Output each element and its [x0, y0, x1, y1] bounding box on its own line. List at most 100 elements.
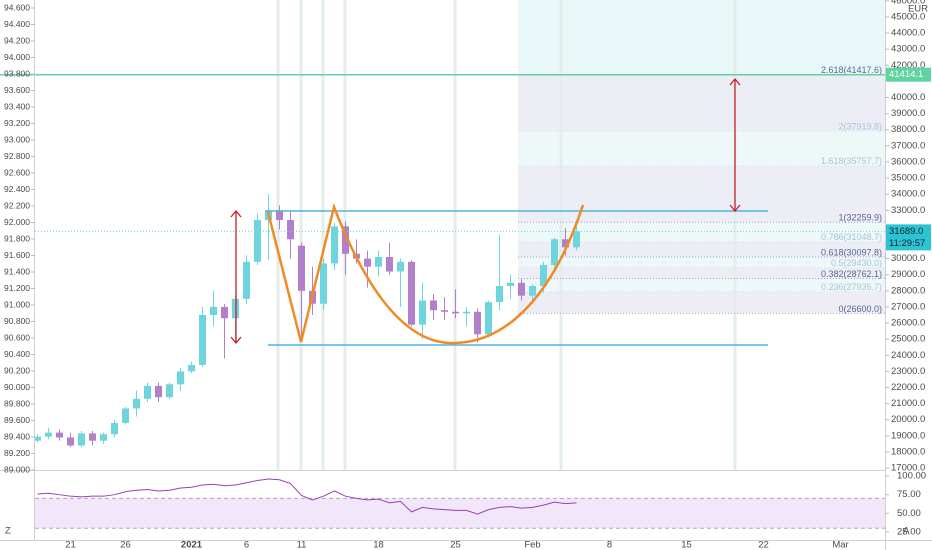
candle-body	[177, 371, 184, 385]
rsi-line	[37, 478, 577, 515]
y2-tick-label: 94.000	[4, 52, 30, 62]
candle-body	[254, 219, 261, 262]
fib-label: 0.786(31048.7)	[821, 232, 882, 242]
fib-label: 1.618(35757.7)	[821, 156, 882, 166]
fib-label: 2(37919.8)	[838, 121, 882, 131]
candle-body	[485, 302, 492, 335]
candle-body	[45, 432, 52, 437]
y-tick-label: 21000.0	[891, 398, 925, 409]
candle-body	[375, 256, 382, 267]
y-tick-label: 38000.0	[891, 124, 925, 135]
candle-body	[78, 433, 85, 446]
y-tick-label: 39000.0	[891, 108, 925, 119]
x-tick-label: 22	[758, 540, 769, 550]
fib-label: 0.618(30097.8)	[821, 247, 882, 257]
corner-label: Z	[5, 526, 11, 537]
y-tick-label: 29000.0	[891, 269, 925, 280]
arrow-left	[230, 209, 242, 345]
candle-body	[122, 408, 129, 423]
x-tick-label: 11	[297, 540, 307, 550]
rsi-pane	[35, 478, 885, 529]
candle-body	[276, 210, 283, 220]
y2-tick-label: 92.200	[4, 200, 30, 210]
candle-body	[331, 226, 338, 264]
y-tick-label: 33000.0	[891, 205, 925, 216]
y-tick-label: 27000.0	[891, 301, 925, 312]
fib-label: 0.236(27935.7)	[821, 282, 882, 292]
fib-label: 2.618(41417.6)	[821, 65, 882, 75]
y2-tick-label: 89.800	[4, 398, 30, 408]
y2-tick-label: 92.000	[4, 217, 30, 227]
y2-tick-label: 90.400	[4, 349, 30, 359]
candle-body	[56, 432, 63, 438]
candle-body	[188, 364, 195, 372]
candle-body	[34, 436, 41, 441]
cup-handle	[266, 202, 585, 345]
y-tick-label: 17000.0	[891, 463, 925, 474]
y2-tick-label: 93.400	[4, 101, 30, 111]
rsi-band	[35, 498, 885, 529]
candle-body	[474, 311, 481, 335]
fib-label: 0.382(28762.1)	[821, 269, 882, 279]
y-tick-label: 46000.0	[891, 0, 925, 6]
x-tick-label: Mar	[832, 540, 848, 550]
y2-tick-label: 89.200	[4, 448, 30, 458]
candle-body	[419, 300, 426, 325]
candle-body	[221, 306, 228, 319]
y-tick-label: 20000.0	[891, 414, 925, 425]
fib-zone	[518, 267, 885, 279]
corner-label: A	[903, 526, 910, 537]
price-pane: 2.618(41417.6) 2(37919.8) 1.618(35757.7) 1(…	[0, 65, 885, 448]
y-tick-label: 26000.0	[891, 318, 925, 329]
candle-body	[364, 258, 371, 267]
fib-zone	[518, 0, 885, 75]
x-tick-label: 18	[373, 540, 384, 550]
fib-zone	[518, 222, 885, 242]
y2-tick-label: 90.800	[4, 316, 30, 326]
x-tick-label: 21	[65, 540, 76, 550]
candle-body	[298, 245, 305, 291]
y2-tick-label: 93.000	[4, 134, 30, 144]
candle-body	[551, 239, 558, 266]
candle-body	[100, 434, 107, 441]
y-tick-label: 22000.0	[891, 382, 925, 393]
currency: EUR	[908, 4, 928, 15]
candle-body	[562, 239, 569, 248]
rsi-tick-label: 50.00	[897, 508, 921, 519]
drawing-verticals	[276, 0, 737, 470]
candle-body	[540, 265, 547, 286]
drawings	[230, 77, 768, 346]
x-tick-label: 26	[120, 540, 131, 550]
y-tick-label: 25000.0	[891, 334, 925, 345]
y2-tick-label: 92.800	[4, 151, 30, 161]
arrow-right	[729, 77, 741, 213]
candle-body	[133, 398, 140, 409]
candle-body	[210, 306, 217, 315]
x-tick-label: 8	[607, 540, 612, 550]
y-tick-label: 36000.0	[891, 156, 925, 167]
y-tick-label: 42000.0	[891, 60, 925, 71]
y-tick-label: 44000.0	[891, 28, 925, 39]
fib-zones	[518, 0, 885, 314]
candle-body	[463, 311, 470, 314]
y2-tick-label: 90.000	[4, 382, 30, 392]
countdown: 11:29:57	[889, 238, 925, 249]
fib-zone	[518, 241, 885, 258]
y2-tick-label: 92.600	[4, 167, 30, 177]
fib-label: 1(32259.9)	[838, 213, 882, 223]
y2-tick-label: 89.600	[4, 415, 30, 425]
y-tick-label: 35000.0	[891, 173, 925, 184]
x-tick-label: Feb	[524, 540, 540, 550]
y2-tick-label: 93.200	[4, 118, 30, 128]
candle-body	[408, 261, 415, 325]
candle-body	[386, 256, 393, 272]
candle-body	[155, 385, 162, 398]
y-tick-label: 23000.0	[891, 366, 925, 377]
y2-tick-label: 94.600	[4, 2, 30, 12]
rsi-tick-label: 75.00	[897, 489, 921, 500]
candle-body	[397, 261, 404, 272]
y2-tick-label: 90.200	[4, 365, 30, 375]
fib-zone	[518, 165, 885, 223]
candle-body	[441, 310, 448, 312]
y2-tick-label: 91.400	[4, 266, 30, 276]
